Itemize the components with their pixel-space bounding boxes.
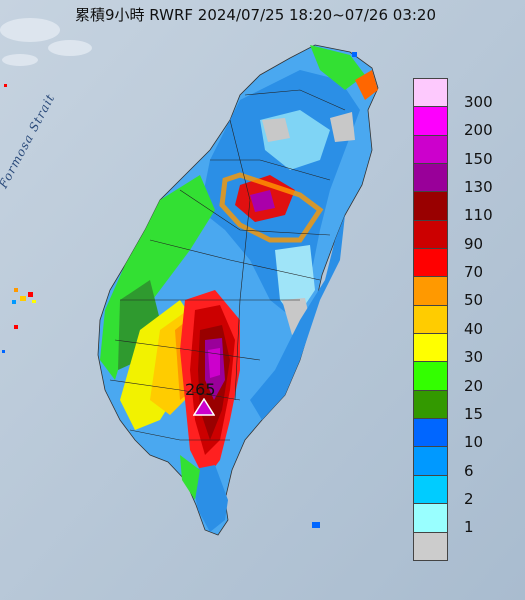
rain-zone-none-3 bbox=[330, 112, 355, 142]
rain-zone-north-purple bbox=[250, 190, 275, 212]
legend-swatch bbox=[413, 503, 448, 532]
rain-zone-north-orange bbox=[219, 172, 324, 243]
map-title: 累積9小時 RWRF 2024/07/25 18:20~07/26 03:20 bbox=[75, 6, 437, 24]
legend-swatch bbox=[413, 248, 448, 277]
cloud-patches bbox=[0, 18, 92, 66]
legend-label: 20 bbox=[464, 376, 484, 395]
legend-swatch bbox=[413, 191, 448, 220]
legend-label: 1 bbox=[464, 518, 474, 537]
legend-swatch bbox=[413, 361, 448, 390]
scattered-echoes bbox=[2, 52, 357, 528]
rain-zone-none-2 bbox=[262, 118, 290, 142]
max-rainfall-label: 265 bbox=[185, 380, 216, 399]
rain-zone-south bbox=[190, 465, 228, 532]
legend-label: 150 bbox=[464, 149, 493, 168]
legend-swatch bbox=[413, 333, 448, 362]
legend-label: 50 bbox=[464, 291, 484, 310]
legend-label: 130 bbox=[464, 178, 493, 197]
legend-swatch bbox=[413, 163, 448, 192]
legend-label: 200 bbox=[464, 121, 493, 140]
county-boundaries bbox=[109, 89, 346, 441]
rain-zone-15 bbox=[118, 280, 160, 370]
legend-swatch bbox=[413, 531, 448, 561]
rain-zone-south-green bbox=[180, 455, 200, 500]
legend-swatch bbox=[413, 78, 448, 107]
legend-label: 6 bbox=[464, 461, 474, 480]
legend-swatch bbox=[413, 276, 448, 305]
max-rainfall-triangle-icon bbox=[193, 398, 215, 416]
legend-label: 2 bbox=[464, 489, 474, 508]
legend-swatch bbox=[413, 134, 448, 164]
rain-zone-north-green bbox=[310, 45, 365, 90]
color-legend bbox=[413, 78, 448, 561]
rain-zone-east bbox=[250, 215, 345, 420]
legend-label: 30 bbox=[464, 348, 484, 367]
legend-swatch bbox=[413, 418, 448, 447]
legend-swatch bbox=[413, 106, 448, 135]
legend-swatch bbox=[413, 474, 448, 504]
legend-label: 70 bbox=[464, 263, 484, 282]
legend-swatch bbox=[413, 219, 448, 249]
legend-label: 90 bbox=[464, 234, 484, 253]
legend-label: 10 bbox=[464, 433, 484, 452]
legend-swatch bbox=[413, 446, 448, 475]
legend-swatch bbox=[413, 389, 448, 419]
legend-label: 40 bbox=[464, 319, 484, 338]
legend-swatch bbox=[413, 304, 448, 334]
rain-zone-ne-red bbox=[355, 70, 378, 100]
legend-label: 110 bbox=[464, 206, 493, 225]
legend-label: 300 bbox=[464, 93, 493, 111]
rain-zone-150 bbox=[208, 348, 220, 378]
legend-label: 15 bbox=[464, 404, 484, 423]
